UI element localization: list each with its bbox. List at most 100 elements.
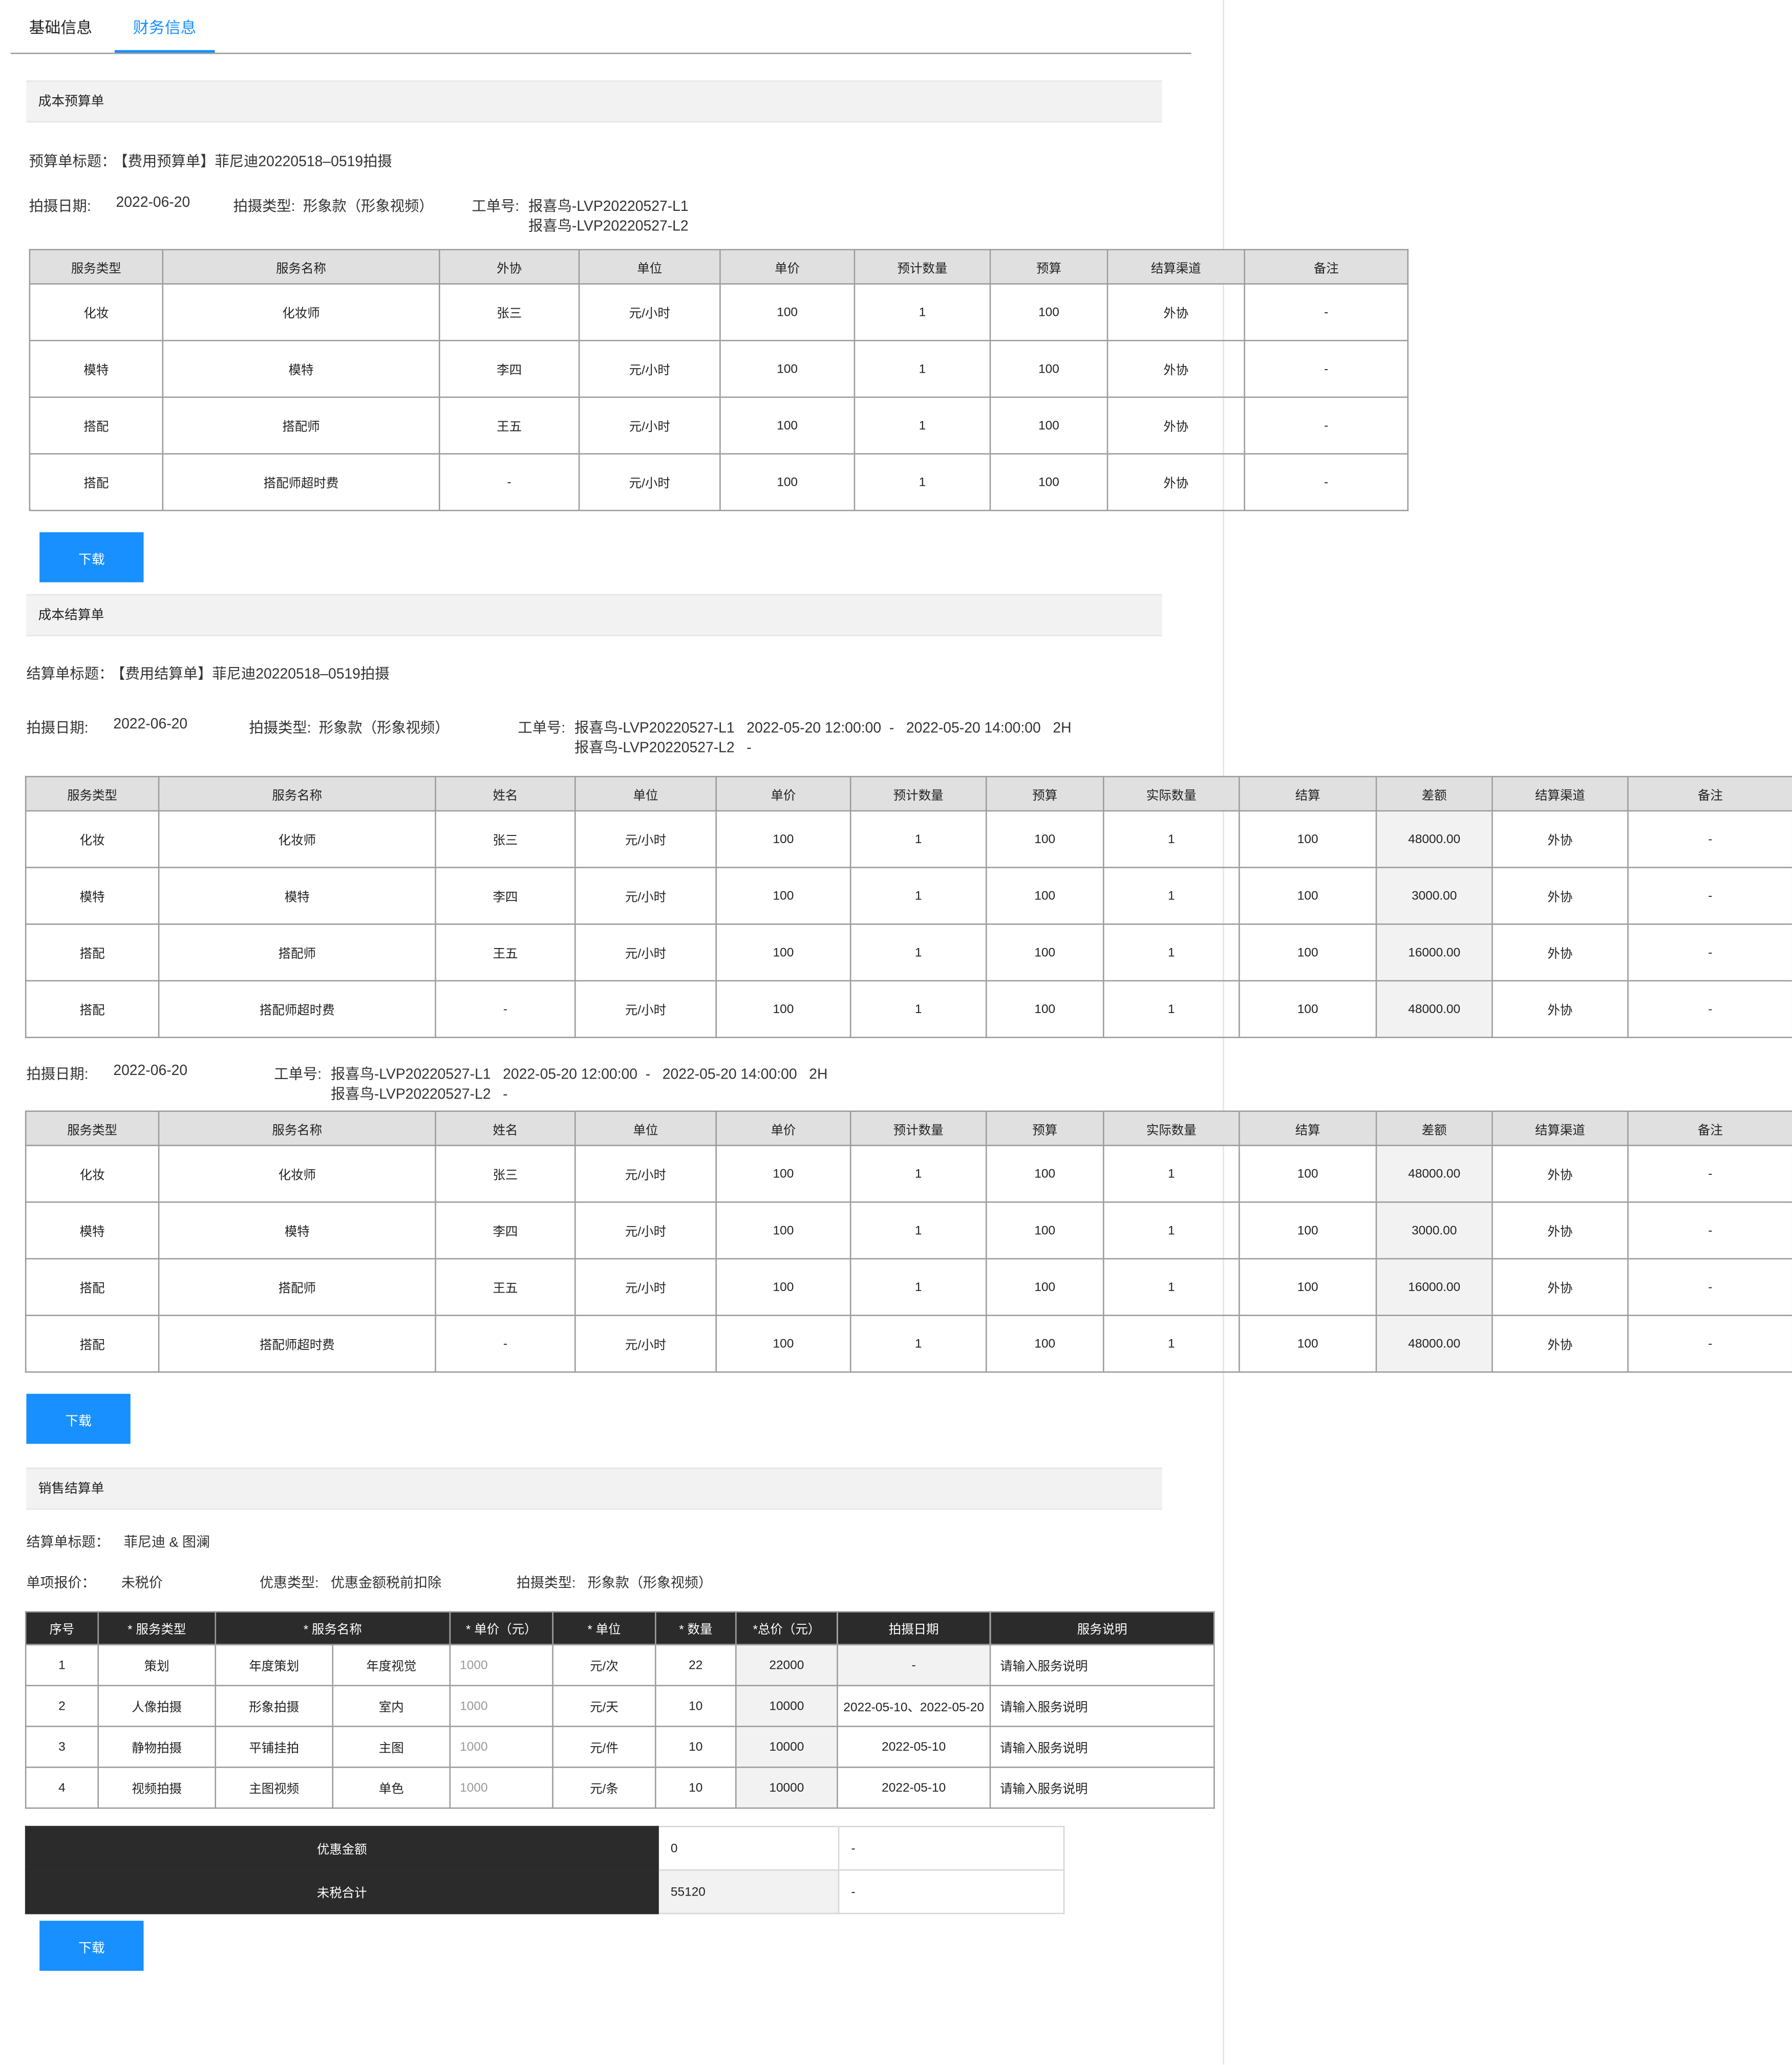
cell: 模特 — [158, 1201, 436, 1260]
cell: 100 — [989, 453, 1108, 511]
service-description-input[interactable]: 请输入服务说明 — [989, 1685, 1215, 1727]
column-header: 结算渠道 — [1491, 1110, 1629, 1146]
cell: 模特 — [158, 867, 436, 925]
budget-section-header: 成本预算单 — [26, 80, 1162, 123]
sales-summary-table: 优惠金额 0 - 未税合计 55120 - — [25, 1825, 1065, 1915]
table-row: 模特 模特 李四 元/小时 100 1 100 1 100 3000.00 外协 - — [25, 867, 1792, 925]
sales-title-label: 结算单标题： — [26, 1535, 110, 1551]
unit-price-input[interactable]: 1000 — [449, 1767, 553, 1809]
cell: 100 — [1239, 810, 1377, 868]
cell: 100 — [715, 867, 851, 925]
tab-finance-info[interactable]: 财务信息 — [114, 16, 215, 53]
unit-price-input[interactable]: 1000 — [449, 1644, 553, 1687]
cell: 100 — [1239, 1258, 1377, 1316]
cell: 1 — [854, 339, 991, 398]
sales-shoot-type-label: 拍摄类型: — [516, 1575, 576, 1591]
cell: 策划 — [97, 1644, 217, 1687]
budget-title-label: 预算单标题： — [29, 154, 116, 170]
cell: 搭配 — [25, 980, 160, 1038]
discount-amount-input[interactable]: 0 — [657, 1825, 840, 1871]
column-header: 拍摄日期 — [837, 1611, 991, 1646]
service-description-input[interactable]: 请输入服务说明 — [989, 1644, 1215, 1687]
cell: 4 — [25, 1767, 99, 1809]
cell: - — [435, 1315, 576, 1373]
column-header: 实际数量 — [1103, 1110, 1240, 1146]
cell: 年度策划 — [215, 1644, 334, 1687]
sales-discount-type-label: 优惠类型: — [259, 1575, 319, 1591]
cell: 100 — [1239, 1201, 1377, 1260]
settlement-group2-order-line-2: 报喜鸟-LVP20220527-L2 - — [330, 1087, 508, 1103]
column-header: * 单位 — [552, 1611, 656, 1646]
column-header: * 单价（元） — [449, 1611, 553, 1646]
table-row: 模特 模特 李四 元/小时 100 1 100 1 100 3000.00 外协 - — [25, 1201, 1792, 1260]
service-description-input[interactable]: 请输入服务说明 — [989, 1726, 1215, 1768]
cell: - — [1627, 1258, 1792, 1316]
pretax-total-label: 未税合计 — [25, 1869, 659, 1915]
unit-price-input[interactable]: 1000 — [449, 1726, 553, 1768]
cell: 化妆师 — [162, 283, 440, 341]
budget-download-button[interactable]: 下载 — [39, 532, 144, 583]
cell: 100 — [715, 1201, 851, 1260]
cell: 1 — [849, 867, 987, 925]
column-header: 服务说明 — [989, 1611, 1215, 1646]
cell: 100 — [985, 1145, 1104, 1203]
cell: 外协 — [1491, 980, 1629, 1038]
difference-cell: 48000.00 — [1375, 810, 1493, 868]
column-header: 单位 — [574, 776, 717, 812]
cell: 王五 — [435, 1258, 576, 1316]
cell: 1 — [849, 1145, 987, 1203]
column-header: 姓名 — [435, 1110, 576, 1146]
cell: 视频拍摄 — [97, 1767, 217, 1809]
cell: 100 — [989, 339, 1108, 398]
settlement-group2-date-label: 拍摄日期: — [26, 1067, 89, 1083]
cell: 100 — [985, 1201, 1104, 1260]
tab-basic-info[interactable]: 基础信息 — [29, 18, 93, 37]
table-header-row: 服务类型 服务名称 姓名 单位 单价 预计数量 预算 实际数量 结算 差额 结算… — [25, 776, 1792, 812]
cell: - — [438, 453, 580, 511]
cell: 100 — [1239, 1145, 1377, 1203]
sales-shoot-type-value: 形象款（形象视频） — [587, 1575, 712, 1591]
cell: 张三 — [435, 810, 576, 868]
cell: 1 — [849, 980, 987, 1038]
cell: 1 — [849, 923, 987, 982]
unit-price-input[interactable]: 1000 — [449, 1685, 553, 1727]
table-row: 1 策划 年度策划 年度视觉 1000 元/次 22 22000- 请输入服务说明 — [25, 1644, 1215, 1687]
cell: 元/小时 — [574, 980, 717, 1038]
column-header: 结算 — [1239, 1110, 1377, 1146]
column-header: 外协 — [438, 249, 580, 285]
column-header: * 服务名称 — [215, 1611, 451, 1646]
cell: 化妆 — [29, 283, 164, 341]
total-price-cell: 10000 — [735, 1767, 838, 1809]
cell: 外协 — [1491, 1201, 1629, 1260]
column-header: 预算 — [989, 249, 1108, 285]
cell: 100 — [989, 396, 1108, 455]
cell: 10 — [655, 1685, 737, 1727]
cell: 李四 — [438, 339, 580, 398]
cell: 1 — [1103, 1315, 1240, 1373]
cell: 100 — [1239, 923, 1377, 982]
cell: 平铺挂拍 — [215, 1726, 334, 1768]
cell: 搭配师超时费 — [158, 1315, 436, 1373]
cell: 主图视频 — [215, 1767, 334, 1809]
difference-cell: 3000.00 — [1375, 1201, 1493, 1260]
table-row: 化妆 化妆师 张三 元/小时 100 1 100 外协 - — [29, 283, 1409, 341]
column-header: 服务名称 — [158, 1110, 436, 1146]
column-header: 差额 — [1375, 1110, 1493, 1146]
settlement-group2-order-line-1: 报喜鸟-LVP20220527-L1 2022-05-20 12:00:00 -… — [330, 1067, 828, 1083]
cell: 搭配师 — [158, 1258, 436, 1316]
service-description-input[interactable]: 请输入服务说明 — [989, 1767, 1215, 1809]
cell: 100 — [715, 810, 851, 868]
sales-quote-value: 未税价 — [121, 1575, 163, 1591]
cell: 外协 — [1491, 923, 1629, 982]
table-header-row: 序号 * 服务类型 * 服务名称 * 单价（元） * 单位 * 数量 *总价（元… — [25, 1611, 1215, 1646]
sales-download-button[interactable]: 下载 — [39, 1921, 144, 1971]
settlement-order-label: 工单号: — [518, 720, 566, 737]
settlement-download-button[interactable]: 下载 — [26, 1393, 131, 1444]
table-row: 4 视频拍摄 主图视频 单色 1000 元/条 10 10000 2022-05-10 请输入服务… — [25, 1767, 1215, 1809]
cell: 王五 — [438, 396, 580, 455]
cell: 100 — [1239, 980, 1377, 1038]
cell: 搭配师 — [158, 923, 436, 982]
column-header: 单位 — [574, 1110, 717, 1146]
table-row: 化妆 化妆师 张三 元/小时 100 1 100 1 100 48000.00 外协 - — [25, 810, 1792, 868]
cell: 元/小时 — [578, 396, 721, 455]
